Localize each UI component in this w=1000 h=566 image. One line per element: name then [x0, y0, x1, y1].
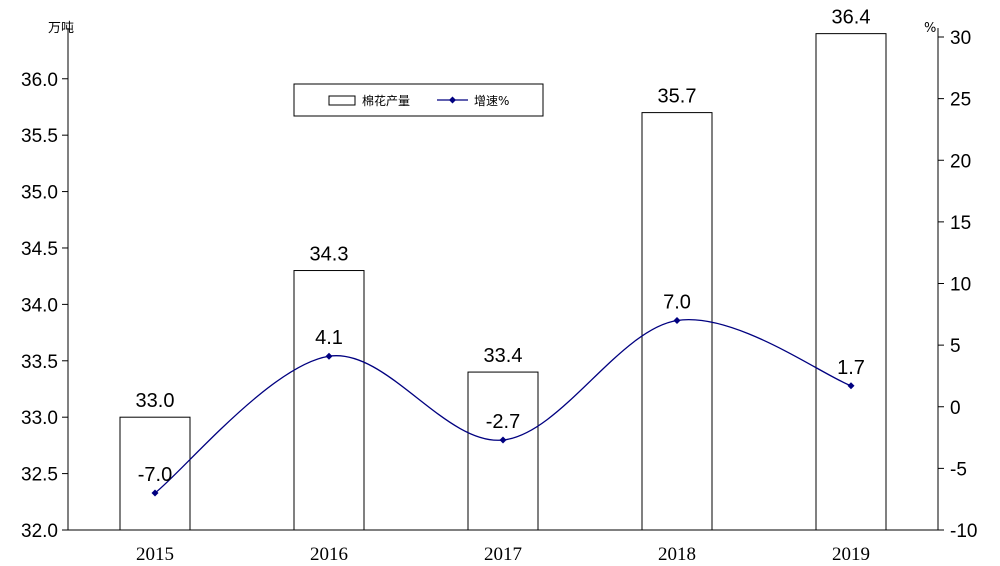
left-tick-label: 35.5 [21, 126, 58, 147]
growth-point-2017 [499, 436, 507, 444]
growth-value-label: -7.0 [138, 464, 172, 486]
x-tick-label-group: 2015 2016 2017 2018 2019 [136, 544, 870, 565]
right-tick-label: 10 [950, 275, 971, 296]
line-series [151, 316, 855, 497]
growth-point-2016 [325, 352, 333, 360]
x-tick-label: 2018 [658, 544, 696, 565]
bar-2015 [119, 416, 191, 531]
left-tick-label: 35.0 [21, 183, 58, 204]
growth-point-2019 [847, 382, 855, 390]
left-tick-label: 34.0 [21, 295, 58, 316]
bar-label-group: 33.0 34.3 33.4 35.7 36.4 [136, 7, 871, 413]
bar-value-label: 33.0 [136, 390, 175, 412]
left-tick-label: 34.5 [21, 239, 58, 260]
right-axis-unit: % [924, 21, 936, 36]
legend-line-marker [449, 96, 456, 104]
x-tick-label: 2015 [136, 544, 174, 565]
right-tick-label: 0 [950, 398, 961, 419]
left-tick-label: 33.0 [21, 408, 58, 429]
left-tick-label: 36.0 [21, 70, 58, 91]
growth-point-2018 [673, 316, 681, 324]
left-tick-label: 32.5 [21, 465, 58, 486]
left-axis-unit: 万吨 [48, 21, 74, 36]
bar-value-label: 34.3 [310, 244, 349, 266]
bar-2019 [815, 33, 887, 531]
legend-bar-swatch [328, 95, 356, 106]
right-tick-label: 15 [950, 213, 971, 234]
legend-bar-label: 棉花产量 [362, 93, 410, 108]
x-tick-label: 2017 [484, 544, 522, 565]
growth-value-label: 4.1 [315, 327, 343, 349]
growth-point-2015 [151, 489, 159, 497]
growth-value-label: 1.7 [837, 357, 865, 379]
right-tick-label: 25 [950, 90, 971, 111]
legend-line-label: 增速% [474, 94, 509, 108]
growth-value-label: -2.7 [486, 411, 520, 433]
left-tick-group: 32.0 32.5 33.0 33.5 34.0 34.5 35.0 35.5 36.0 [21, 70, 68, 542]
bar-value-label: 33.4 [484, 345, 523, 367]
left-tick-label: 33.5 [21, 352, 58, 373]
right-tick-group: -10 -5 0 5 10 15 20 25 30 [938, 28, 977, 542]
right-tick-label: 20 [950, 151, 971, 172]
x-tick-label: 2016 [310, 544, 348, 565]
growth-value-label: 7.0 [663, 291, 691, 313]
left-tick-label: 32.0 [21, 521, 58, 542]
legend: 棉花产量 增速% [293, 83, 544, 117]
bar-value-label: 35.7 [658, 86, 697, 108]
right-tick-label: -5 [950, 459, 967, 480]
line-label-group: -7.0 4.1 -2.7 7.0 1.7 [138, 291, 865, 486]
bar-2016 [293, 270, 365, 531]
right-tick-label: 30 [950, 28, 971, 49]
right-tick-label: 5 [950, 336, 961, 357]
bar-2017 [467, 371, 539, 531]
right-tick-label: -10 [950, 521, 977, 542]
x-tick-label: 2019 [832, 544, 870, 565]
bar-value-label: 36.4 [832, 7, 871, 29]
